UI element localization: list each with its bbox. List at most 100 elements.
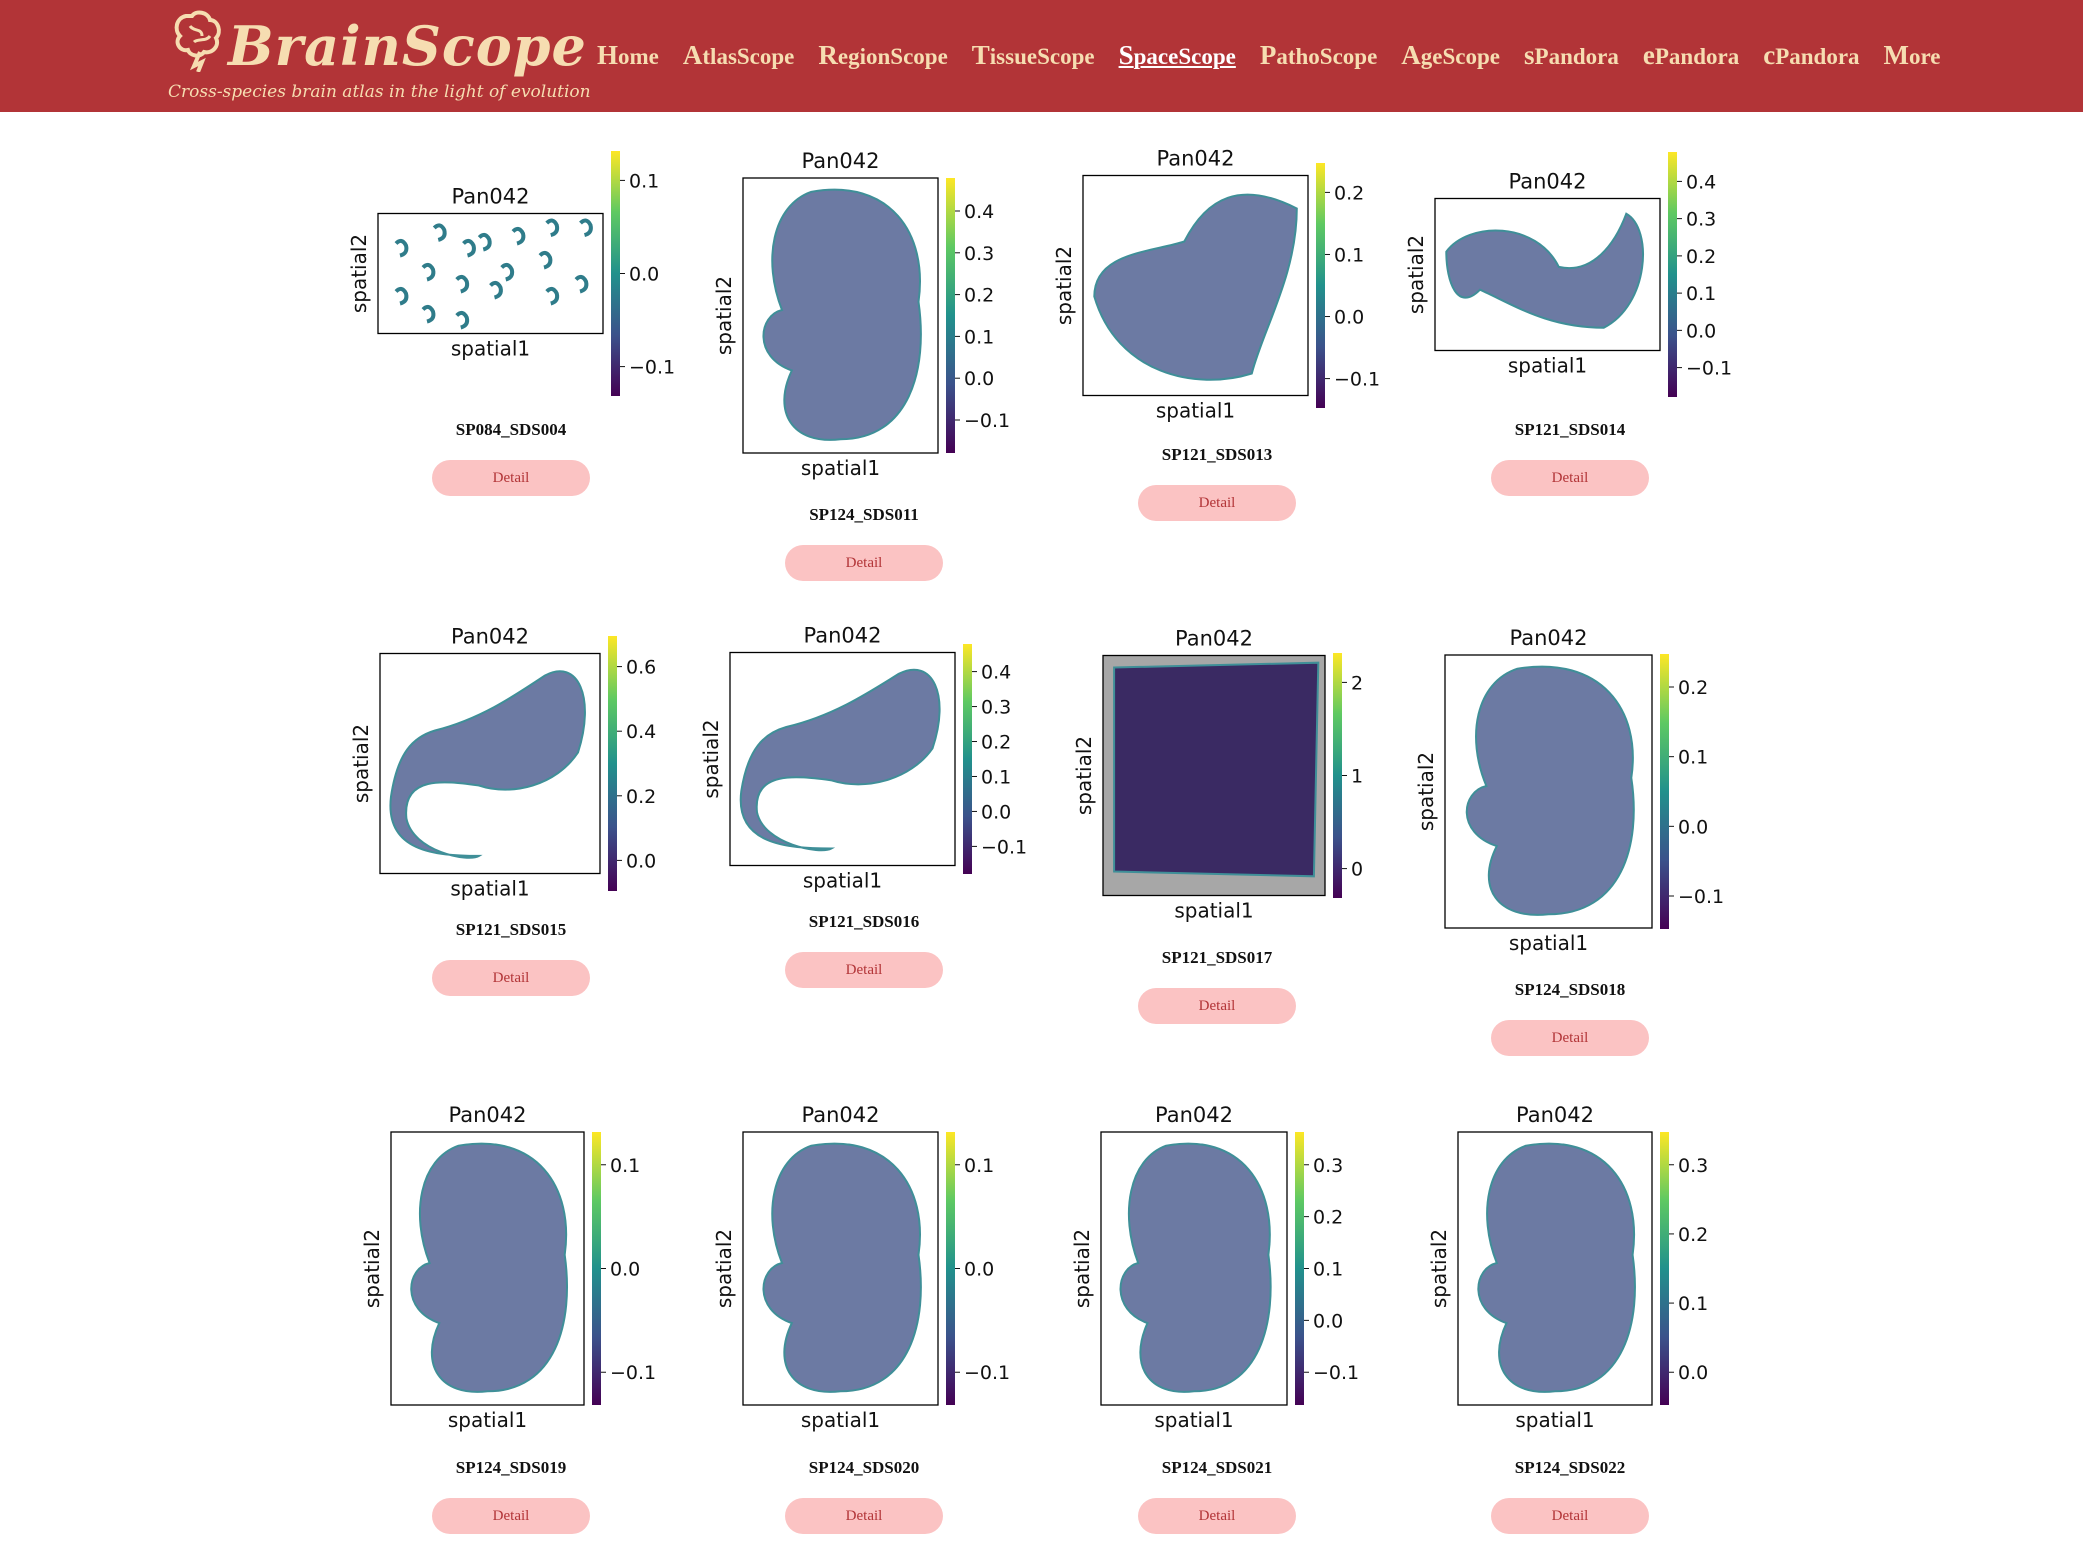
tissue-section <box>489 280 503 299</box>
spatial-plot: Pan042 spatial1 spatial2 0.3 0.2 0.1 0.0 <box>1427 1103 1708 1432</box>
detail-button[interactable]: Detail <box>1138 988 1296 1024</box>
colorbar-tick-label: 0.0 <box>1678 1362 1708 1384</box>
nav-link-spandora[interactable]: sPandora <box>1524 40 1619 71</box>
plot-area <box>390 1131 585 1406</box>
brain-icon <box>172 8 226 76</box>
colorbar-tick-label: 0.0 <box>610 1259 640 1281</box>
brand-logo[interactable]: BrainScope Cross-species brain atlas in … <box>168 4 591 108</box>
nav-link-atlasscope[interactable]: AtlasScope <box>683 40 795 71</box>
nav-link-regionscope[interactable]: RegionScope <box>818 40 947 71</box>
tissue-section <box>410 1142 568 1393</box>
spatial-plot: Pan042 spatial1 spatial2 0.1 0.0 −0.1 <box>347 150 675 396</box>
plot-title: Pan042 <box>804 623 882 647</box>
tissue-section <box>462 238 476 257</box>
plot-area <box>1434 197 1661 351</box>
tissue-section <box>1113 661 1320 877</box>
y-axis-label: spatial2 <box>1072 735 1096 814</box>
nav-link-text: Pandora <box>1775 44 1860 69</box>
colorbar <box>946 1132 955 1405</box>
colorbar-tick-label: 0.0 <box>629 263 659 285</box>
nav-link-text: Pandora <box>1534 44 1619 69</box>
plot-title: Pan042 <box>1157 146 1235 170</box>
colorbar <box>1333 652 1342 898</box>
brand-tagline: Cross-species brain atlas in the light o… <box>168 82 591 102</box>
nav-link-initial: R <box>818 40 838 70</box>
main-nav: Home AtlasScope RegionScope TissueScope Spac… <box>597 40 1965 71</box>
colorbar <box>1295 1132 1304 1405</box>
nav-link-text: tlasScope <box>702 44 795 69</box>
colorbar-tick-label: 0.2 <box>1678 1224 1708 1246</box>
nav-link-initial: S <box>1118 40 1134 70</box>
sample-id-label: SP124_SDS019 <box>455 1458 567 1477</box>
colorbar-tick-label: 0.0 <box>964 1259 994 1281</box>
detail-button[interactable]: Detail <box>432 460 590 496</box>
nav-link-more[interactable]: More <box>1884 40 1941 71</box>
detail-button[interactable]: Detail <box>432 960 590 996</box>
detail-button[interactable]: Detail <box>432 1498 590 1534</box>
plot-frame <box>742 1131 939 1406</box>
colorbar <box>1660 1132 1669 1405</box>
tissue-section <box>1093 193 1298 381</box>
colorbar <box>963 643 972 874</box>
x-axis-label: spatial1 <box>1156 398 1235 422</box>
nav-link-home[interactable]: Home <box>597 40 659 71</box>
plot-title: Pan042 <box>449 1103 527 1127</box>
nav-link-initial: e <box>1642 40 1655 70</box>
colorbar-tick-label: −0.1 <box>610 1362 656 1384</box>
plot-frame <box>1444 654 1653 929</box>
nav-link-epandora[interactable]: ePandora <box>1643 40 1739 71</box>
spatial-plot: Pan042 spatial1 spatial2 0.1 0.0 −0.1 <box>360 1103 656 1432</box>
colorbar-tick-label: 0.0 <box>1678 816 1708 838</box>
nav-link-cpandora[interactable]: cPandora <box>1763 40 1859 71</box>
colorbar-tick-label: 0.1 <box>964 1155 994 1177</box>
spatial-plot: Pan042 spatial1 spatial2 2 1 0 <box>1072 626 1363 922</box>
nav-link-text: paceScope <box>1133 44 1236 69</box>
colorbar <box>1668 151 1677 397</box>
nav-link-text: egionScope <box>837 44 948 69</box>
plot-frame <box>1100 1131 1288 1406</box>
colorbar-tick-label: 0.2 <box>1334 182 1364 204</box>
tissue-section <box>394 238 409 257</box>
colorbar-tick-label: 0.0 <box>626 850 656 872</box>
top-navbar: BrainScope Cross-species brain atlas in … <box>0 0 2083 112</box>
x-axis-label: spatial1 <box>1515 1408 1594 1432</box>
nav-link-agescope[interactable]: AgeScope <box>1401 40 1500 71</box>
detail-button[interactable]: Detail <box>1491 460 1649 496</box>
brand-name: BrainScope <box>228 14 587 78</box>
x-axis-label: spatial1 <box>450 876 529 900</box>
plot-frame <box>390 1131 585 1406</box>
tissue-section <box>1477 1142 1636 1393</box>
colorbar-tick-label: −0.1 <box>964 1362 1010 1384</box>
colorbar-tick-label: 0.1 <box>1334 244 1364 266</box>
tissue-section <box>477 232 492 251</box>
colorbar-tick-label: 0.4 <box>626 721 656 743</box>
detail-button[interactable]: Detail <box>785 952 943 988</box>
detail-button[interactable]: Detail <box>1138 485 1296 521</box>
colorbar-tick-label: 0.0 <box>964 368 994 390</box>
y-axis-label: spatial2 <box>1404 234 1428 313</box>
nav-link-spacescope[interactable]: SpaceScope <box>1119 40 1236 71</box>
detail-button[interactable]: Detail <box>1491 1020 1649 1056</box>
y-axis-label: spatial2 <box>349 723 373 802</box>
tissue-section <box>762 1142 922 1393</box>
plot-area <box>1457 1131 1653 1406</box>
detail-button[interactable]: Detail <box>785 545 943 581</box>
detail-button[interactable]: Detail <box>1138 1498 1296 1534</box>
colorbar <box>946 178 955 453</box>
colorbar <box>608 635 617 891</box>
detail-button[interactable]: Detail <box>1491 1498 1649 1534</box>
detail-button[interactable]: Detail <box>785 1498 943 1534</box>
colorbar-tick-label: 0.3 <box>981 696 1011 718</box>
nav-link-text: Pandora <box>1654 44 1740 69</box>
plot-area <box>729 651 956 866</box>
colorbar-tick-label: −0.1 <box>964 410 1010 432</box>
colorbar-tick-label: 0.3 <box>1686 208 1716 230</box>
tissue-section <box>421 262 436 281</box>
nav-link-pathoscope[interactable]: PathoScope <box>1260 40 1377 71</box>
colorbar-tick-label: 0.2 <box>1678 677 1708 699</box>
nav-link-tissuescope[interactable]: TissueScope <box>972 40 1095 71</box>
tissue-section <box>538 250 553 269</box>
y-axis-label: spatial2 <box>1052 245 1076 324</box>
colorbar-tick-label: 0.2 <box>1686 245 1716 267</box>
